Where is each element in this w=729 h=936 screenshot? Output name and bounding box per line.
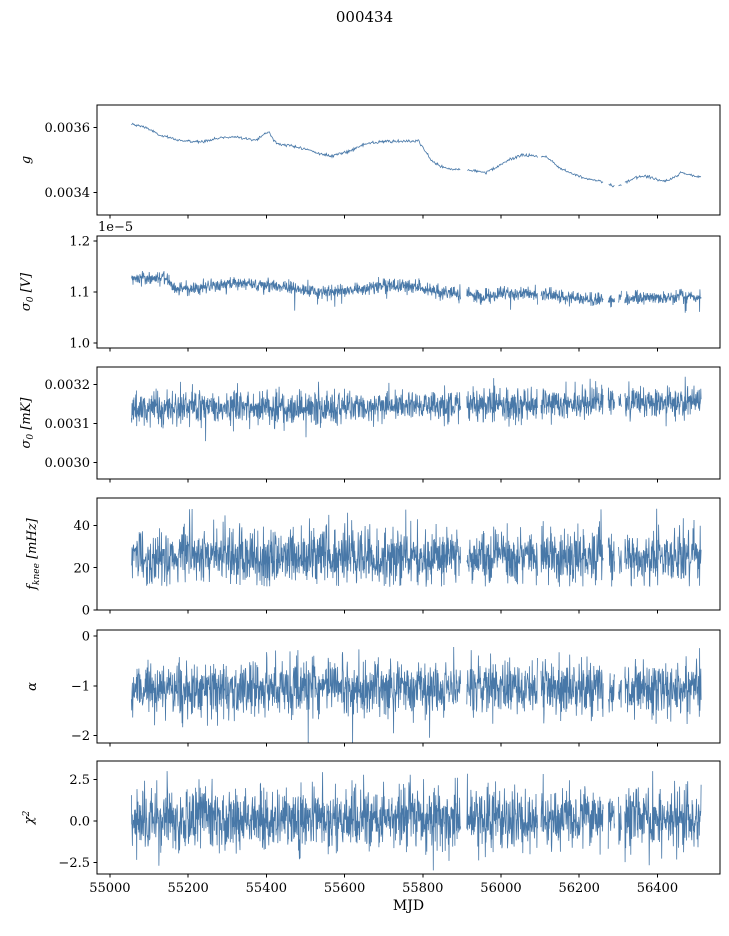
y-axis-label-alpha: α [25,682,40,691]
y-tick-label: −2.5 [58,856,90,871]
y-tick-label: 1.1 [69,286,90,301]
y-axis-offset-text: 1e−5 [98,220,133,235]
x-tick-label: 55400 [246,881,287,896]
y-axis-label-chi2: χ2 [22,810,37,825]
y-tick-label: −2 [71,729,90,744]
y-tick-label: 2.5 [69,773,90,788]
subplot-g-canvas: 0.0034 0.0036 g [19,104,721,219]
axes-frame [96,629,721,744]
series-sigma0-mK [131,376,702,442]
x-tick-label: 56000 [480,881,521,896]
x-tick-label: 55000 [89,881,130,896]
series-sigma0-V [131,270,702,313]
x-tick-label: 56200 [559,881,600,896]
y-tick-label: 1.0 [69,336,90,351]
series-g [131,122,702,188]
subplot-sigma0-mK-canvas: 0.0030 0.0031 0.0032 σ0 [mK] [19,366,721,483]
y-tick-label: −1 [71,679,90,694]
y-axis-label-g: g [19,156,34,164]
y-tick-label: 0.0031 [45,417,91,432]
subplot-fknee-canvas: 0 20 40 fknee [mHz] [25,497,721,619]
y-tick-label: 0.0 [69,814,90,829]
y-tick-label: 0 [82,630,90,645]
subplot-alpha: −2 −1 0 α [0,629,729,747]
subplot-sigma0-V-canvas: 1.0 1.1 1.2 σ0 [V] 1e−5 [19,220,721,352]
y-axis-label-fknee: fknee [mHz] [25,517,42,590]
subplot-chi2-canvas: −2.5 0.0 2.5 55000 55200 55400 55600 55800 56000… [22,760,721,896]
subplot-chi2: −2.5 0.0 2.5 55000 55200 55400 55600 55800 56000… [0,760,729,896]
y-tick-label: 0.0034 [45,186,91,201]
subplot-alpha-canvas: −2 −1 0 α [25,629,721,747]
x-tick-label: 55200 [167,881,208,896]
series-fknee [131,508,702,588]
axes-frame [96,104,721,216]
y-tick-label: 0 [82,604,90,619]
x-axis-title: MJD [392,898,425,914]
x-tick-label: 56400 [637,881,678,896]
x-tick-label: 55800 [402,881,443,896]
y-tick-label: 0.0036 [45,121,91,136]
y-axis-label-sigma0-mK: σ0 [mK] [19,397,36,449]
subplot-sigma0-mK: 0.0030 0.0031 0.0032 σ0 [mK] [0,366,729,483]
subplot-fknee: 0 20 40 fknee [mHz] [0,497,729,619]
axes-frame [96,760,721,875]
series-alpha [131,646,702,743]
y-tick-label: 0.0030 [45,456,91,471]
figure-title: 000434 [335,8,394,26]
y-axis-label-sigma0-V: σ0 [V] [19,272,36,311]
series-chi2 [131,771,702,871]
y-tick-label: 0.0032 [45,378,91,393]
y-tick-label: 40 [73,519,90,534]
axes-frame [96,366,721,480]
y-tick-label: 20 [73,561,90,576]
x-tick-label: 55600 [324,881,365,896]
subplot-sigma0-V: 1.0 1.1 1.2 σ0 [V] 1e−5 [0,220,729,352]
axes-frame [96,497,721,611]
y-tick-label: 1.2 [69,235,90,250]
subplot-g: 0.0034 0.0036 g [0,104,729,219]
